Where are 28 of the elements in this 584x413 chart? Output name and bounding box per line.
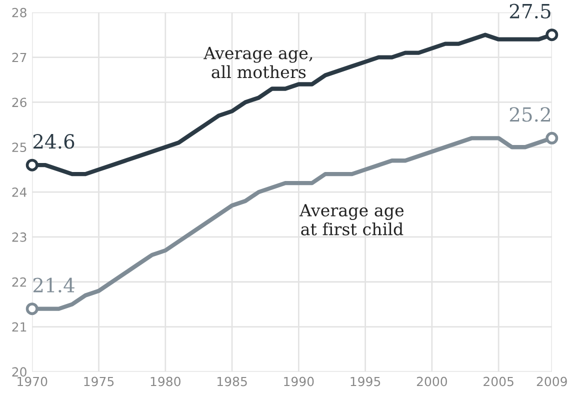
x-tick-label: 1980 bbox=[150, 376, 180, 386]
x-tick-label: 2000 bbox=[416, 376, 448, 386]
y-tick-label: 20 bbox=[12, 367, 26, 377]
y-tick-label: 22 bbox=[12, 277, 26, 287]
y-tick-label: 25 bbox=[12, 142, 26, 152]
x-tick-label: 1995 bbox=[350, 376, 380, 386]
y-tick-label: 23 bbox=[12, 232, 26, 242]
series-label: Average age at first child bbox=[299, 204, 404, 236]
point bbox=[26, 158, 38, 172]
x-tick-label: 1985 bbox=[217, 376, 247, 386]
x-tick-label: 1975 bbox=[84, 376, 114, 386]
point bbox=[546, 28, 558, 42]
data-label: 21.4 bbox=[33, 278, 74, 292]
x-tick-label: 2009 bbox=[536, 376, 567, 386]
series-label: Average age, all mothers bbox=[204, 46, 312, 78]
data-label: 24.6 bbox=[33, 134, 74, 149]
y-tick-label: 26 bbox=[12, 98, 26, 108]
y-tick-label: 28 bbox=[12, 8, 26, 18]
x-tick-label: 1990 bbox=[284, 376, 314, 386]
point bbox=[546, 132, 558, 144]
x-tick-label: 1970 bbox=[18, 376, 48, 386]
y-tick-label: 27 bbox=[12, 52, 26, 62]
data-label: 27.5 bbox=[510, 4, 550, 19]
y-tick-label: 21 bbox=[12, 322, 26, 332]
y-tick-label: 24 bbox=[12, 188, 27, 197]
point bbox=[26, 302, 38, 316]
data-label: 25.2 bbox=[510, 107, 550, 122]
x-tick-label: 2005 bbox=[484, 376, 514, 386]
